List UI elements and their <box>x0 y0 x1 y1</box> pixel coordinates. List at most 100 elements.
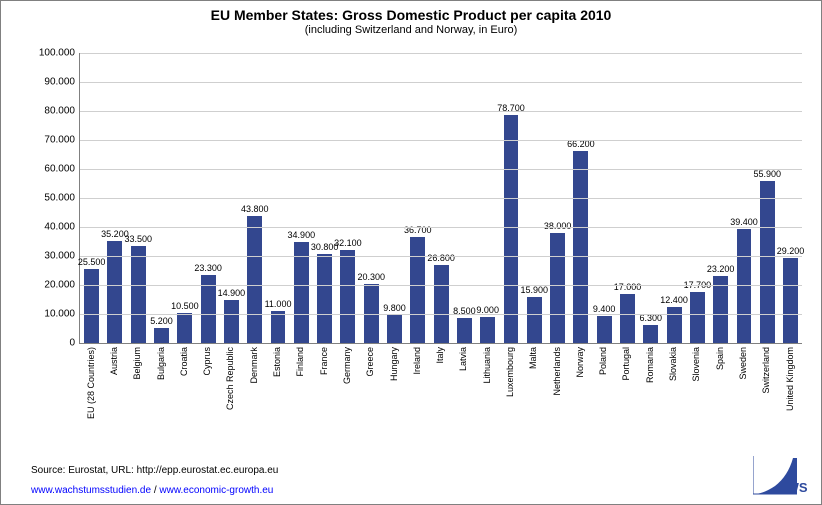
bar <box>597 316 612 343</box>
bar <box>783 258 798 343</box>
x-label-column: Hungary <box>382 345 405 413</box>
x-tick-label: France <box>319 347 329 375</box>
x-tick-label: Estonia <box>272 347 282 377</box>
bar-value-label: 10.500 <box>171 301 199 311</box>
link-wachstumsstudien[interactable]: www.wachstumsstudien.de <box>31 485 151 496</box>
chart-frame: EU Member States: Gross Domestic Product… <box>0 0 822 505</box>
x-label-column: Ireland <box>405 345 428 413</box>
x-label-column: Estonia <box>265 345 288 413</box>
x-tick-label: Croatia <box>179 347 189 376</box>
x-tick-label: United Kingdom <box>785 347 795 411</box>
bar <box>410 237 425 343</box>
bar-value-label: 39.400 <box>730 217 758 227</box>
x-label-column: EU (28 Countries) <box>79 345 102 413</box>
link-economic-growth[interactable]: www.economic-growth.eu <box>159 485 273 496</box>
x-tick-label: Germany <box>342 347 352 384</box>
x-label-column: Slovenia <box>685 345 708 413</box>
bar <box>247 216 262 343</box>
gridline <box>80 314 802 315</box>
x-label-column: Portugal <box>615 345 638 413</box>
x-tick-label: Hungary <box>389 347 399 381</box>
bar <box>620 294 635 343</box>
x-label-column: Italy <box>428 345 451 413</box>
y-tick-label: 100.000 <box>31 48 75 59</box>
bar <box>457 318 472 343</box>
x-tick-label: Finland <box>295 347 305 377</box>
gridline <box>80 198 802 199</box>
bar <box>434 265 449 343</box>
x-label-column: Austria <box>102 345 125 413</box>
x-tick-label: Sweden <box>738 347 748 380</box>
x-tick-label: Luxembourg <box>505 347 515 397</box>
gridline <box>80 111 802 112</box>
y-tick-label: 30.000 <box>31 251 75 262</box>
bar-value-label: 20.300 <box>357 272 385 282</box>
x-tick-label: Bulgaria <box>156 347 166 380</box>
bar <box>550 233 565 343</box>
chart-area: 25.50035.20033.5005.20010.50023.30014.90… <box>31 53 801 413</box>
bar <box>643 325 658 343</box>
logo-text: IWS <box>783 480 808 495</box>
bar-value-label: 33.500 <box>124 234 152 244</box>
x-label-column: United Kingdom <box>778 345 801 413</box>
bar <box>177 313 192 343</box>
bar <box>84 269 99 343</box>
x-label-column: Croatia <box>172 345 195 413</box>
x-label-column: Belgium <box>126 345 149 413</box>
y-tick-label: 20.000 <box>31 280 75 291</box>
bar <box>667 307 682 343</box>
x-tick-label: Norway <box>575 347 585 378</box>
x-tick-label: Switzerland <box>761 347 771 394</box>
x-label-column: Denmark <box>242 345 265 413</box>
x-tick-label: Lithuania <box>482 347 492 384</box>
x-axis-labels: EU (28 Countries) Austria Belgium Bulgaria C… <box>79 345 801 413</box>
bar-value-label: 5.200 <box>150 316 173 326</box>
x-tick-label: Romania <box>645 347 655 383</box>
x-label-column: Latvia <box>452 345 475 413</box>
x-label-column: Bulgaria <box>149 345 172 413</box>
x-tick-label: Ireland <box>412 347 422 375</box>
bar <box>340 250 355 343</box>
bar-value-label: 11.000 <box>265 299 292 309</box>
x-label-column: Norway <box>568 345 591 413</box>
bar <box>527 297 542 343</box>
chart-title: EU Member States: Gross Domestic Product… <box>1 7 821 23</box>
y-tick-label: 0 <box>31 338 75 349</box>
bar-value-label: 55.900 <box>753 169 781 179</box>
x-tick-label: EU (28 Countries) <box>86 347 96 419</box>
x-label-column: Romania <box>638 345 661 413</box>
bar-value-label: 23.300 <box>194 263 222 273</box>
bar-value-label: 17.000 <box>614 282 642 292</box>
x-tick-label: Austria <box>109 347 119 375</box>
x-label-column: Cyprus <box>195 345 218 413</box>
bar-value-label: 43.800 <box>241 204 269 214</box>
bar-value-label: 9.400 <box>593 304 616 314</box>
y-tick-label: 80.000 <box>31 106 75 117</box>
bar <box>131 246 146 343</box>
x-label-column: Finland <box>289 345 312 413</box>
x-tick-label: Italy <box>435 347 445 364</box>
iws-logo: IWS <box>753 454 809 496</box>
plot-area: 25.50035.20033.5005.20010.50023.30014.90… <box>79 53 802 344</box>
x-tick-label: Portugal <box>621 347 631 381</box>
gridline <box>80 227 802 228</box>
bar <box>760 181 775 343</box>
bar-value-label: 12.400 <box>660 295 688 305</box>
bar-value-label: 32.100 <box>334 238 362 248</box>
bar-value-label: 14.900 <box>218 288 246 298</box>
bar <box>387 315 402 343</box>
bar-value-label: 34.900 <box>288 230 316 240</box>
bar <box>224 300 239 343</box>
footer-links: www.wachstumsstudien.de / www.economic-g… <box>31 485 273 496</box>
x-tick-label: Latvia <box>458 347 468 371</box>
chart-subtitle: (including Switzerland and Norway, in Eu… <box>1 24 821 36</box>
bar-value-label: 26.800 <box>427 253 455 263</box>
x-tick-label: Slovenia <box>691 347 701 382</box>
bar-value-label: 29.200 <box>777 246 805 256</box>
x-tick-label: Spain <box>715 347 725 370</box>
x-tick-label: Belgium <box>132 347 142 380</box>
x-label-column: France <box>312 345 335 413</box>
x-label-column: Luxembourg <box>498 345 521 413</box>
gridline <box>80 169 802 170</box>
x-label-column: Netherlands <box>545 345 568 413</box>
